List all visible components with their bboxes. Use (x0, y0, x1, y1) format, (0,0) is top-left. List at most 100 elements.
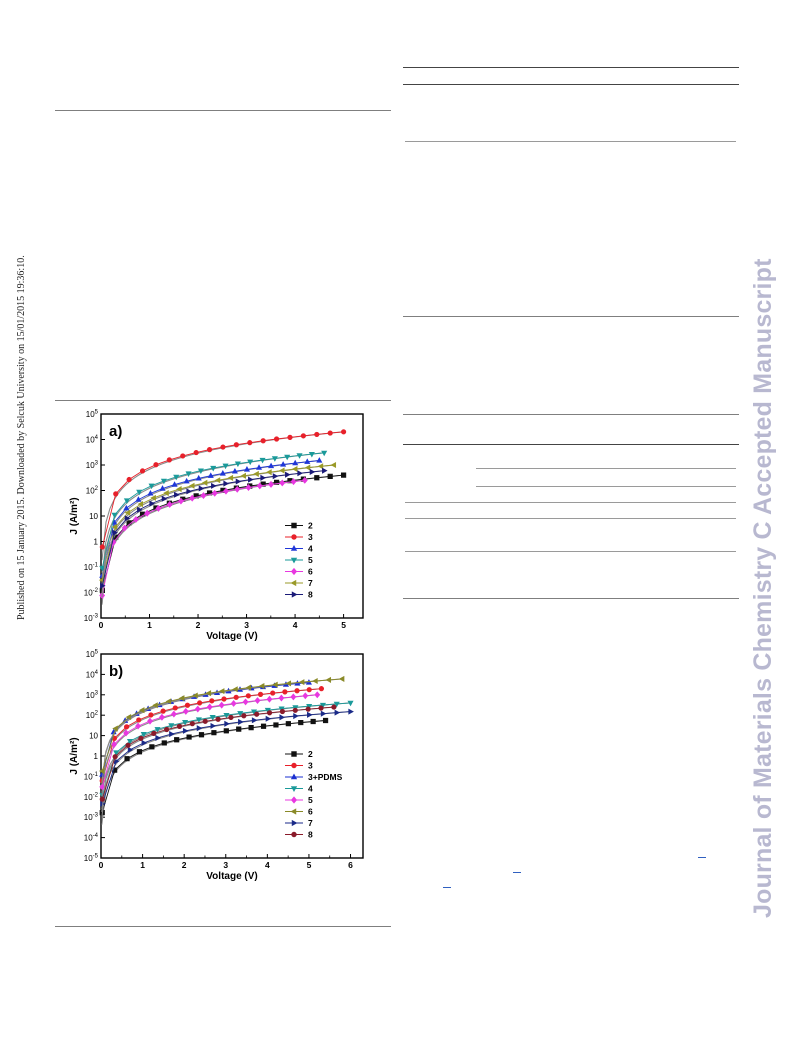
y-axis-label: J (A/m²) (69, 497, 80, 534)
data-point (279, 467, 285, 474)
data-point (280, 461, 287, 467)
published-note-text: Published on 15 January 2015. Downloaded… (16, 255, 27, 620)
data-point (111, 523, 118, 531)
legend-label: 7 (308, 818, 313, 828)
data-point (136, 717, 142, 723)
legend-label: 7 (308, 578, 313, 588)
data-point (348, 708, 354, 715)
data-point (126, 476, 132, 483)
data-point (182, 707, 189, 715)
x-tick-label: 1 (147, 620, 152, 630)
fit-curve (101, 470, 325, 598)
x-tick-label: 3 (244, 620, 249, 630)
data-point (178, 497, 184, 505)
data-point (99, 544, 105, 550)
data-point (305, 706, 311, 712)
data-point (260, 723, 267, 729)
series-4 (99, 457, 323, 587)
y-tick-label: 102 (86, 486, 99, 496)
data-point (202, 718, 208, 724)
data-point (322, 717, 329, 724)
data-point (285, 471, 291, 478)
data-point (234, 461, 241, 468)
rule (405, 141, 736, 142)
data-point (206, 703, 213, 711)
x-tick-label: 0 (99, 860, 104, 870)
data-point (298, 719, 304, 726)
legend-marker (290, 773, 298, 780)
data-point (224, 720, 230, 727)
data-point (259, 457, 266, 464)
data-point (241, 713, 247, 719)
rule (403, 444, 739, 445)
rule (405, 502, 736, 503)
data-point (330, 461, 337, 469)
x-tick-label: 4 (265, 860, 270, 870)
x-tick-label: 3 (223, 860, 228, 870)
data-point (268, 480, 274, 488)
y-tick-label: 10-4 (84, 833, 99, 843)
series-2 (99, 717, 329, 825)
y-tick-label: 104 (86, 670, 99, 680)
data-point (331, 704, 337, 710)
data-point (232, 686, 238, 693)
data-point (306, 687, 312, 693)
reference-link[interactable] (513, 872, 521, 873)
data-point (296, 453, 303, 459)
published-note: Published on 15 January 2015. Downloaded… (4, 230, 28, 630)
rule (405, 518, 736, 519)
data-point (99, 796, 105, 802)
data-point (236, 726, 242, 732)
data-point (270, 690, 276, 696)
data-point (248, 476, 254, 483)
legend-marker (291, 534, 297, 540)
data-point (320, 710, 327, 717)
data-point (302, 692, 309, 700)
legend-marker (291, 819, 298, 827)
data-point (127, 746, 134, 753)
data-point (273, 436, 280, 442)
rule (403, 316, 739, 317)
data-point (160, 708, 166, 714)
reference-link[interactable] (443, 887, 451, 888)
series-6 (98, 675, 345, 785)
data-point (292, 707, 298, 713)
data-point (159, 713, 165, 721)
data-point (144, 509, 151, 517)
rule (476, 468, 736, 469)
x-tick-label: 0 (99, 620, 104, 630)
data-point (98, 768, 105, 775)
reference-link[interactable] (698, 857, 706, 858)
data-point (154, 727, 161, 733)
legend-marker (291, 522, 297, 529)
data-point (188, 482, 195, 489)
data-point (223, 712, 230, 719)
data-point (178, 695, 185, 702)
data-point (247, 440, 253, 446)
data-point (160, 478, 167, 485)
data-point (180, 453, 186, 459)
rule (403, 84, 739, 85)
y-tick-label: 102 (86, 711, 99, 721)
legend-label: 8 (308, 590, 313, 600)
legend-label: 3 (308, 532, 313, 542)
panel-label: b) (109, 663, 123, 680)
data-point (168, 723, 175, 729)
data-point (333, 701, 340, 708)
data-point (186, 488, 192, 495)
data-point (322, 467, 328, 474)
data-point (147, 490, 154, 496)
data-point (135, 722, 141, 730)
data-point (340, 429, 347, 435)
legend: 23 45 67 8 (285, 521, 313, 600)
data-point (285, 721, 291, 727)
data-point (245, 693, 251, 699)
data-point (253, 470, 259, 477)
series-8 (100, 467, 328, 598)
rule (55, 926, 391, 927)
data-point (237, 711, 244, 717)
data-point (195, 474, 202, 481)
data-point (155, 734, 161, 741)
data-point (171, 481, 178, 487)
